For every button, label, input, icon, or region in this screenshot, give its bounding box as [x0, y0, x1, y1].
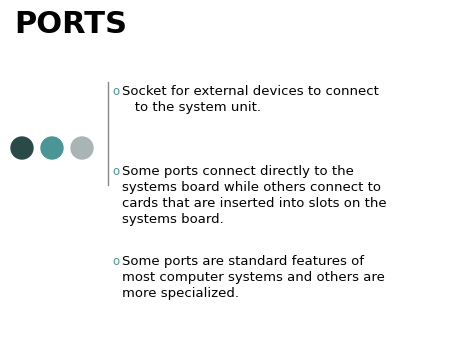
Text: most computer systems and others are: most computer systems and others are: [122, 271, 385, 284]
Text: to the system unit.: to the system unit.: [122, 101, 261, 114]
Text: o: o: [112, 85, 119, 98]
Text: more specialized.: more specialized.: [122, 287, 239, 300]
Text: systems board.: systems board.: [122, 213, 224, 226]
Circle shape: [11, 137, 33, 159]
Circle shape: [71, 137, 93, 159]
Circle shape: [41, 137, 63, 159]
Text: o: o: [112, 255, 119, 268]
Text: cards that are inserted into slots on the: cards that are inserted into slots on th…: [122, 197, 387, 210]
Text: o: o: [112, 165, 119, 178]
Text: Some ports connect directly to the: Some ports connect directly to the: [122, 165, 354, 178]
Text: PORTS: PORTS: [14, 10, 127, 39]
Text: Some ports are standard features of: Some ports are standard features of: [122, 255, 364, 268]
Text: systems board while others connect to: systems board while others connect to: [122, 181, 381, 194]
Text: Socket for external devices to connect: Socket for external devices to connect: [122, 85, 379, 98]
